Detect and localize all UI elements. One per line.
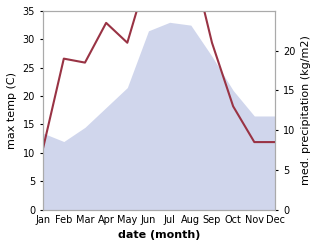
X-axis label: date (month): date (month) xyxy=(118,230,200,240)
Y-axis label: max temp (C): max temp (C) xyxy=(7,72,17,149)
Y-axis label: med. precipitation (kg/m2): med. precipitation (kg/m2) xyxy=(301,35,311,185)
